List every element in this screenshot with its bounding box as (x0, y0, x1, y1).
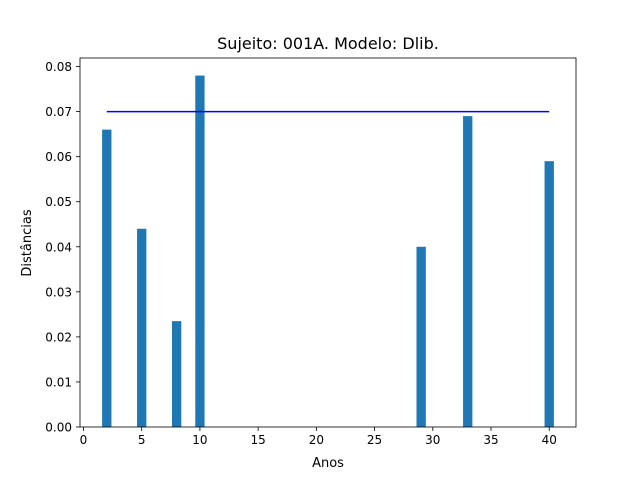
x-tick-label-25: 25 (367, 433, 382, 447)
axes-border (79, 57, 577, 428)
bar-2 (102, 129, 112, 427)
bar-33 (463, 116, 473, 427)
x-axis-label: Anos (312, 456, 344, 471)
chart-title: Sujeito: 001A. Modelo: Dlib. (217, 34, 439, 53)
y-tick-label-8: 0.08 (45, 60, 72, 74)
bar-5 (137, 228, 147, 427)
x-tick-label-40: 40 (542, 433, 557, 447)
y-tick-label-0: 0.00 (45, 421, 72, 435)
y-tick-label-1: 0.01 (45, 375, 72, 389)
x-tick-label-30: 30 (425, 433, 440, 447)
x-tick-label-10: 10 (192, 433, 207, 447)
bar-10 (195, 75, 205, 428)
axes-frame (79, 57, 577, 428)
y-axis-label: Distâncias (20, 209, 35, 276)
bar-40 (544, 161, 554, 427)
x-tick-label-0: 0 (80, 433, 88, 447)
y-tick-label-5: 0.05 (45, 195, 72, 209)
y-tick-label-6: 0.06 (45, 150, 72, 164)
bar-8 (171, 321, 182, 427)
bar-29 (416, 246, 426, 427)
x-axis: 0 5 10 15 20 25 30 35 40 (80, 427, 557, 447)
x-tick-label-20: 20 (309, 433, 324, 447)
y-tick-label-3: 0.03 (45, 285, 72, 299)
y-axis: 0.00 0.01 0.02 0.03 0.04 0.05 0.06 0.07 0.08 (45, 60, 80, 435)
x-tick-label-35: 35 (483, 433, 498, 447)
y-tick-label-7: 0.07 (45, 105, 72, 119)
plot-area (80, 58, 576, 427)
bar-series (102, 75, 554, 428)
x-tick-label-15: 15 (251, 433, 266, 447)
x-tick-label-5: 5 (138, 433, 146, 447)
y-tick-label-4: 0.04 (45, 240, 72, 254)
plot-background (80, 58, 576, 427)
y-tick-label-2: 0.02 (45, 330, 72, 344)
